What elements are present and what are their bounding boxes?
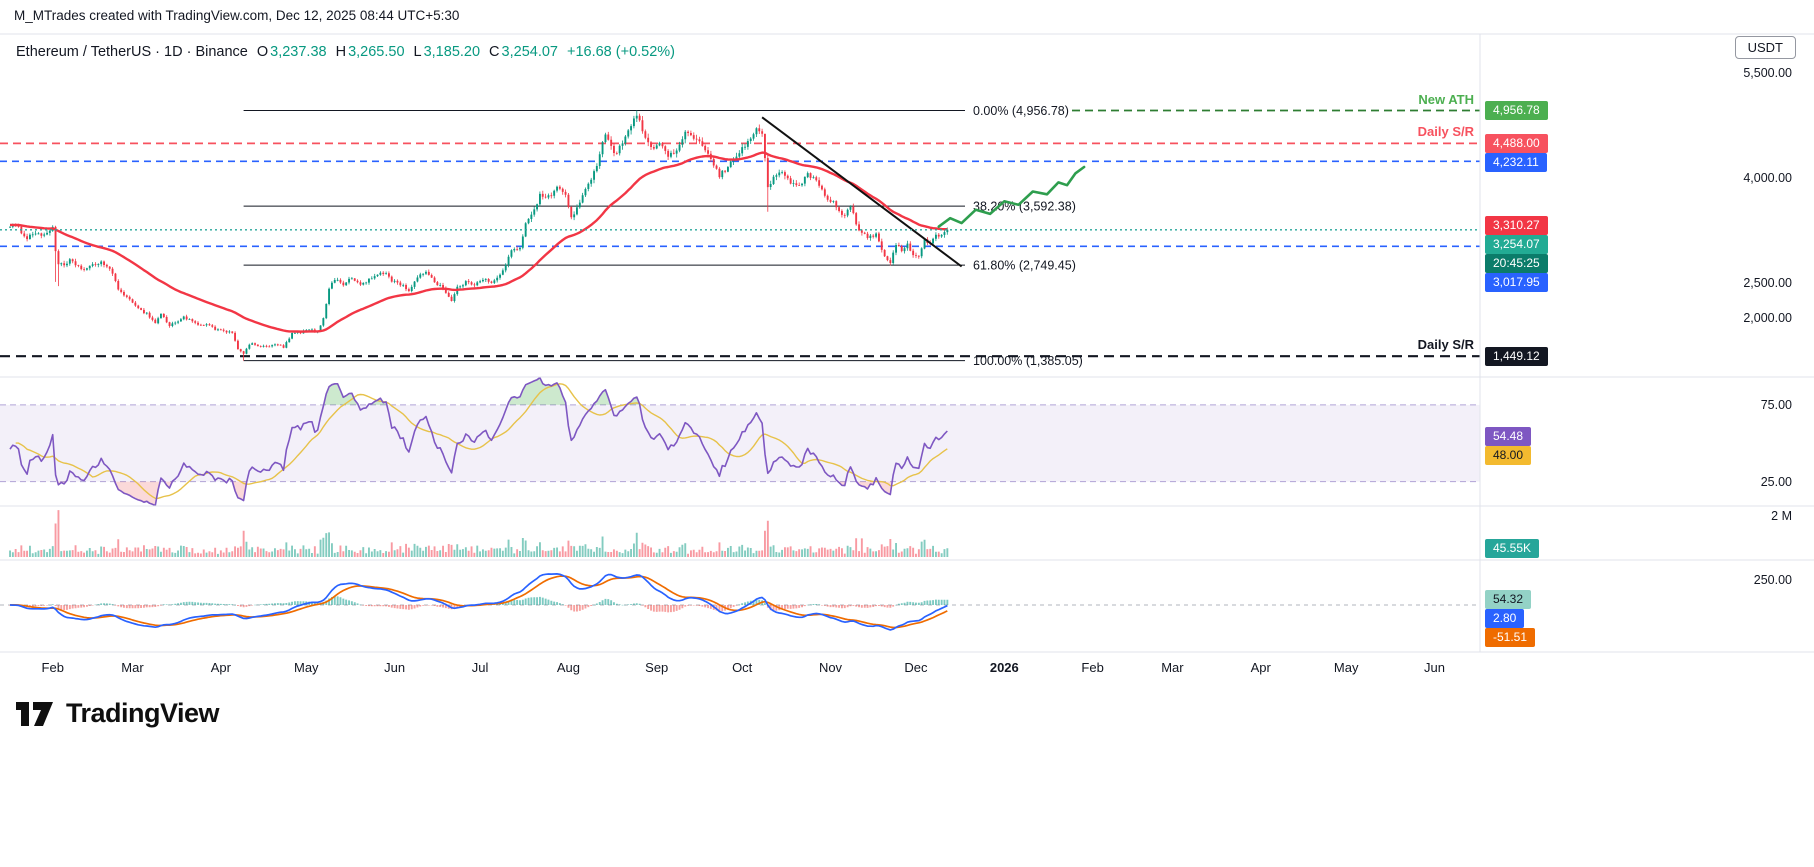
change-value: +16.68 (+0.52%) bbox=[566, 44, 676, 60]
time-axis-label: Feb bbox=[41, 660, 64, 675]
ohlc-label: L bbox=[413, 44, 422, 60]
time-axis-label: Nov bbox=[818, 660, 843, 675]
time-axis-label: Jun bbox=[1424, 660, 1445, 675]
scale-label: 2,500.00 bbox=[1743, 275, 1792, 290]
tradingview-logo-text: TradingView bbox=[66, 698, 220, 728]
ohlc-value: 3,265.50 bbox=[348, 44, 405, 60]
tradingview-logo[interactable]: TradingView bbox=[16, 698, 220, 729]
oscillator-badge: -51.51 bbox=[1485, 628, 1536, 648]
time-axis-label: Feb bbox=[1081, 660, 1104, 675]
price-badge: 4,956.78 bbox=[1485, 101, 1548, 121]
price-scale[interactable]: 5,500.00 4,000.00 2,500.00 2,000.00 75.00 25.… bbox=[1480, 0, 1814, 867]
price-badge: 4,232.11 bbox=[1485, 152, 1547, 172]
time-axis-label: Jun bbox=[384, 660, 406, 675]
volume-badge: 45.55K bbox=[1485, 538, 1540, 558]
scale-label: 2 M bbox=[1771, 509, 1792, 524]
attribution-bar: M_MTrades created with TradingView.com, … bbox=[14, 8, 460, 23]
time-axis-label: Mar bbox=[1161, 660, 1184, 675]
ohlc-label: H bbox=[335, 44, 347, 60]
time-axis-label: Jul bbox=[471, 660, 489, 675]
scale-label: 250.00 bbox=[1753, 573, 1792, 587]
time-axis-label: Dec bbox=[904, 660, 928, 675]
scale-label: 75.00 bbox=[1760, 397, 1792, 412]
ohlc-label: C bbox=[489, 44, 500, 60]
time-axis-label: May bbox=[1333, 660, 1359, 675]
price-badge: 4,488.00 bbox=[1485, 133, 1548, 153]
tradingview-logo-icon bbox=[16, 701, 53, 726]
scale-label: 25.00 bbox=[1760, 474, 1792, 489]
scale-label: 5,500.00 bbox=[1743, 65, 1792, 80]
scale-label: 2,000.00 bbox=[1743, 310, 1792, 325]
symbol-title[interactable]: Ethereum / TetherUS · 1D · Binance bbox=[16, 44, 248, 60]
time-axis-label: Apr bbox=[1250, 660, 1271, 675]
time-axis-label: Sep bbox=[645, 660, 669, 675]
rsi-badge: 48.00 bbox=[1485, 445, 1532, 465]
scale-label: 4,000.00 bbox=[1743, 170, 1792, 185]
price-badge: 3,254.07 bbox=[1485, 235, 1548, 255]
time-axis-label: Apr bbox=[210, 660, 231, 675]
fib-label: 0.00% (4,956.78) bbox=[973, 104, 1069, 118]
ohlc-label: O bbox=[256, 44, 269, 60]
price-badge: 3,017.95 bbox=[1485, 273, 1548, 293]
fib-label: 100.00% (1,385.05) bbox=[973, 354, 1083, 368]
price-badge: 1,449.12 bbox=[1485, 346, 1548, 366]
fib-label: 61.80% (2,749.45) bbox=[973, 259, 1076, 273]
price-badge: 20:45:25 bbox=[1485, 254, 1548, 274]
ohlc-values: O 3,237.38 H 3,265.50 L 3,185.20 C 3,254.07 bbox=[248, 44, 558, 60]
ohlc-value: 3,185.20 bbox=[423, 44, 481, 60]
time-axis-label: Mar bbox=[121, 660, 144, 675]
symbol-header: Ethereum / TetherUS · 1D · Binance O 3,23… bbox=[16, 44, 675, 60]
time-axis-label: Aug bbox=[556, 660, 580, 675]
oscillator-badge: 2.80 bbox=[1485, 609, 1525, 629]
price-badge: 3,310.27 bbox=[1485, 216, 1548, 236]
currency-button[interactable]: USDT bbox=[1734, 36, 1796, 59]
time-axis[interactable]: Feb Mar Apr May Jun Jul Aug Sep Oct Nov Dec 2026 Feb… bbox=[0, 652, 1814, 682]
oscillator-badge: 54.32 bbox=[1485, 590, 1532, 610]
rsi-badge: 54.48 bbox=[1485, 426, 1532, 446]
time-axis-label: 2026 bbox=[989, 660, 1019, 675]
ohlc-value: 3,237.38 bbox=[270, 44, 327, 60]
fib-label: 38.20% (3,592.38) bbox=[973, 200, 1076, 214]
ohlc-value: 3,254.07 bbox=[501, 44, 558, 60]
time-axis-label: May bbox=[294, 660, 319, 675]
time-axis-label: Oct bbox=[732, 660, 753, 675]
